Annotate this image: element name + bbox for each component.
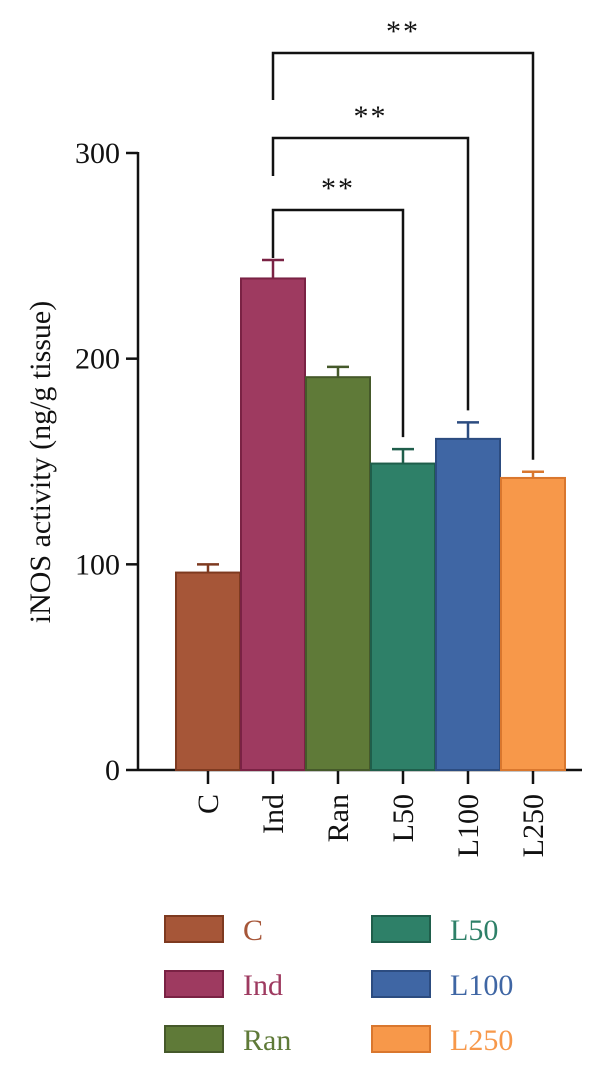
x-tick-label-ind: Ind [257, 794, 290, 834]
x-axis: C Ind Ran L50 L100 L250 [138, 768, 582, 857]
error-bars [197, 258, 544, 573]
legend-swatch-l100 [371, 970, 431, 998]
bar-l50 [370, 462, 436, 771]
y-tick-label: 0 [105, 754, 120, 787]
bar-ind [240, 277, 306, 771]
significance-label: ** [354, 100, 388, 133]
legend-label-ran: Ran [243, 1024, 291, 1057]
significance-bracket [271, 136, 470, 411]
y-tick-label: 300 [75, 137, 120, 170]
y-tick-label: 100 [75, 548, 120, 581]
x-tick-label-l100: L100 [452, 794, 485, 857]
legend-label-l250: L250 [450, 1024, 513, 1057]
significance-brackets: ** ** ** [271, 15, 535, 460]
y-tick-label: 200 [75, 343, 120, 376]
legend-swatch-l250 [371, 1025, 431, 1053]
bar-ran [305, 376, 371, 771]
legend-swatch-l50 [371, 915, 431, 943]
legend-label-l50: L50 [450, 914, 498, 947]
legend: C Ind Ran L50 L100 L250 [164, 914, 513, 1057]
legend-swatch-c [164, 915, 224, 943]
y-axis-title: iNOS activity (ng/g tissue) [24, 301, 57, 623]
legend-swatch-ran [164, 1025, 224, 1053]
x-tick-label-c: C [192, 794, 225, 814]
bar-l250 [500, 476, 566, 771]
legend-swatch-ind [164, 970, 224, 998]
x-tick-label-l50: L50 [387, 794, 420, 842]
legend-label-c: C [243, 914, 263, 947]
legend-label-l100: L100 [450, 969, 513, 1002]
significance-bracket [271, 208, 405, 438]
x-tick-label-l250: L250 [517, 794, 550, 857]
y-axis: 0 100 200 300 [75, 137, 140, 787]
bar-c [175, 571, 241, 771]
x-tick-label-ran: Ran [322, 794, 355, 842]
bars [175, 277, 566, 771]
significance-label: ** [386, 15, 420, 48]
bar-l100 [435, 437, 501, 771]
legend-label-ind: Ind [243, 969, 283, 1002]
significance-label: ** [321, 172, 355, 205]
significance-bracket [271, 51, 535, 460]
